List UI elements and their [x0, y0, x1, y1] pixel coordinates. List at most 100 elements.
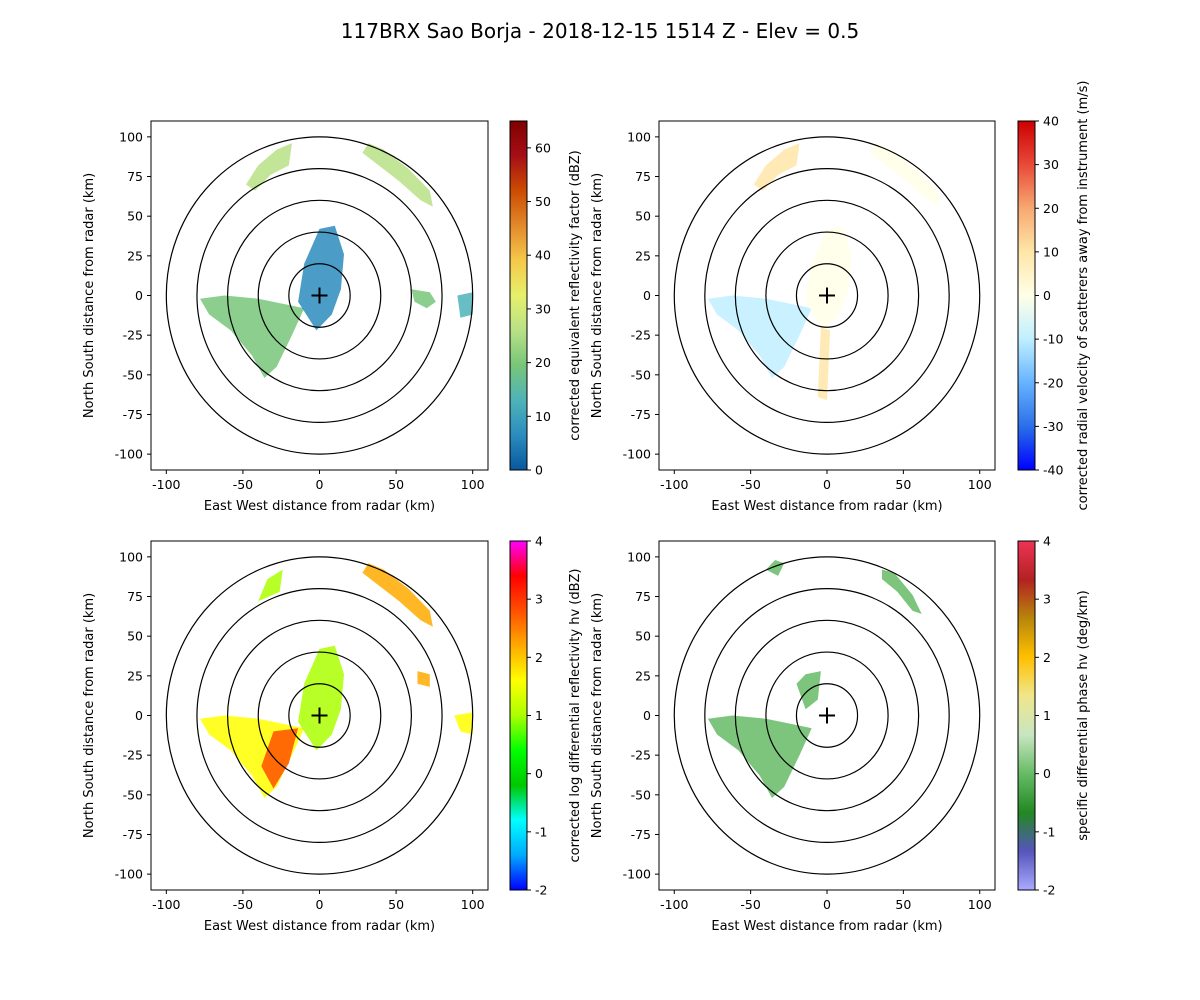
colorbar-tick-label: 3 [535, 592, 543, 607]
x-axis-label: East West distance from radar (km) [711, 499, 942, 514]
x-tick-label: 0 [316, 897, 324, 912]
range-ring-80km [196, 167, 443, 424]
echo-north-cell-ne [869, 143, 940, 207]
y-tick-label: 0 [135, 288, 143, 303]
y-tick-label: -100 [623, 867, 651, 882]
colorbar-tick-label: 3 [1043, 592, 1051, 607]
range-ring-60km [226, 619, 413, 812]
x-tick-label: 100 [968, 897, 992, 912]
y-tick-label: -75 [631, 827, 651, 842]
echo-center-scatter [298, 225, 344, 331]
y-tick-label: -50 [123, 367, 143, 382]
y-tick-label: 25 [127, 248, 143, 263]
echo-north-cell-ne [882, 569, 922, 614]
colorbar-tick-label: 20 [535, 355, 551, 370]
y-tick-label: 25 [635, 248, 651, 263]
y-tick-label: 0 [135, 708, 143, 723]
plot-area-zdr [165, 556, 474, 875]
range-ring-80km [704, 167, 950, 424]
colorbar-velocity [1017, 120, 1036, 471]
colorbar-tick-label: 0 [1043, 288, 1051, 303]
panel-velocity: -100 -50 0 50 100-100-75-50-250255075100East… [590, 81, 1091, 514]
echo-west-wedge [707, 715, 812, 798]
colorbar-label: specific differential phase hv (deg/km) [1076, 590, 1091, 840]
x-tick-label: 0 [316, 477, 324, 492]
y-axis-label: North South distance from radar (km) [590, 173, 605, 418]
colorbar-reflectivity [509, 120, 528, 471]
x-tick-label: 100 [461, 897, 485, 912]
colorbar-label: corrected log differential reflectivity … [568, 569, 583, 863]
echo-east-patch [417, 671, 430, 687]
range-ring-100km [165, 556, 474, 875]
echo-north-cell-nw [246, 143, 292, 191]
range-ring-40km [257, 651, 382, 780]
y-tick-label: 75 [635, 589, 651, 604]
colorbar-tick-label: 0 [1043, 766, 1051, 781]
range-ring-100km [673, 136, 981, 455]
colorbar-tick-label: 30 [535, 301, 551, 316]
x-axis-label: East West distance from radar (km) [204, 499, 435, 514]
x-tick-label: 100 [968, 477, 992, 492]
colorbar-tick-label: 4 [1043, 534, 1051, 549]
colorbar-tick-label: 4 [535, 534, 543, 549]
echo-north-cell-ne [362, 563, 433, 627]
y-tick-label: 0 [643, 288, 651, 303]
range-ring-40km [257, 231, 382, 360]
y-tick-label: -75 [631, 407, 651, 422]
colorbar-tick-label: 10 [1043, 244, 1059, 259]
plot-area-kdp [673, 556, 981, 875]
y-tick-label: 50 [635, 629, 651, 644]
y-tick-label: -50 [631, 367, 651, 382]
radar-location-marker [819, 707, 835, 724]
x-tick-label: -100 [152, 477, 180, 492]
colorbar-tick-label: 1 [535, 708, 543, 723]
echo-north-cell-nw [753, 143, 800, 191]
range-ring-60km [734, 199, 920, 392]
colorbar-tick-label: 10 [535, 409, 551, 424]
y-tick-label: 100 [627, 129, 651, 144]
range-ring-100km [673, 556, 981, 875]
range-ring-80km [704, 587, 950, 844]
colorbar-tick-label: -30 [1043, 419, 1063, 434]
echo-east-patch [411, 289, 436, 309]
colorbar-tick-label: -1 [1043, 824, 1055, 839]
y-tick-label: 100 [627, 549, 651, 564]
colorbar-tick-label: 20 [1043, 201, 1059, 216]
range-ring-20km [288, 683, 351, 748]
plot-area-velocity [673, 136, 981, 455]
x-tick-label: 50 [895, 897, 911, 912]
colorbar-tick-label: -2 [1043, 883, 1055, 898]
panel-reflectivity: -100 -50 0 50 100-100-75-50-250255075100East… [82, 120, 583, 514]
y-tick-label: -25 [123, 328, 143, 343]
y-tick-label: 100 [119, 549, 143, 564]
y-axis-label: North South distance from radar (km) [82, 593, 97, 838]
range-ring-20km [795, 263, 859, 328]
plot-area-reflectivity [165, 136, 474, 455]
echo-north-cell-nw [765, 560, 785, 576]
y-tick-label: -25 [631, 748, 651, 763]
echo-far-east-patch [454, 712, 473, 735]
y-tick-label: -100 [623, 447, 651, 462]
colorbar-tick-label: 60 [535, 140, 551, 155]
y-tick-label: -25 [631, 328, 651, 343]
colorbar-tick-label: 50 [535, 194, 551, 209]
y-axis-label: North South distance from radar (km) [590, 593, 605, 838]
x-tick-label: -100 [152, 897, 180, 912]
colorbar-tick-label: 2 [535, 650, 543, 665]
y-tick-label: 75 [127, 589, 143, 604]
y-tick-label: -100 [115, 867, 143, 882]
y-tick-label: -50 [123, 787, 143, 802]
colorbar-tick-label: 2 [1043, 650, 1051, 665]
colorbar-zdr [509, 540, 528, 891]
panel-kdp: -100 -50 0 50 100 -100 -75 -50 -25 0 25 50 75 100 East… [590, 534, 1091, 935]
x-tick-label: -100 [660, 477, 688, 492]
colorbar-tick-label: 0 [535, 766, 543, 781]
echo-far-east-patch [457, 292, 473, 318]
range-ring-40km [765, 231, 889, 360]
colorbar-tick-label: -40 [1043, 463, 1063, 478]
x-tick-label: 100 [461, 477, 485, 492]
echo-center-scatter [805, 225, 852, 331]
range-ring-20km [795, 683, 859, 748]
colorbar-tick-label: 40 [1043, 114, 1059, 129]
